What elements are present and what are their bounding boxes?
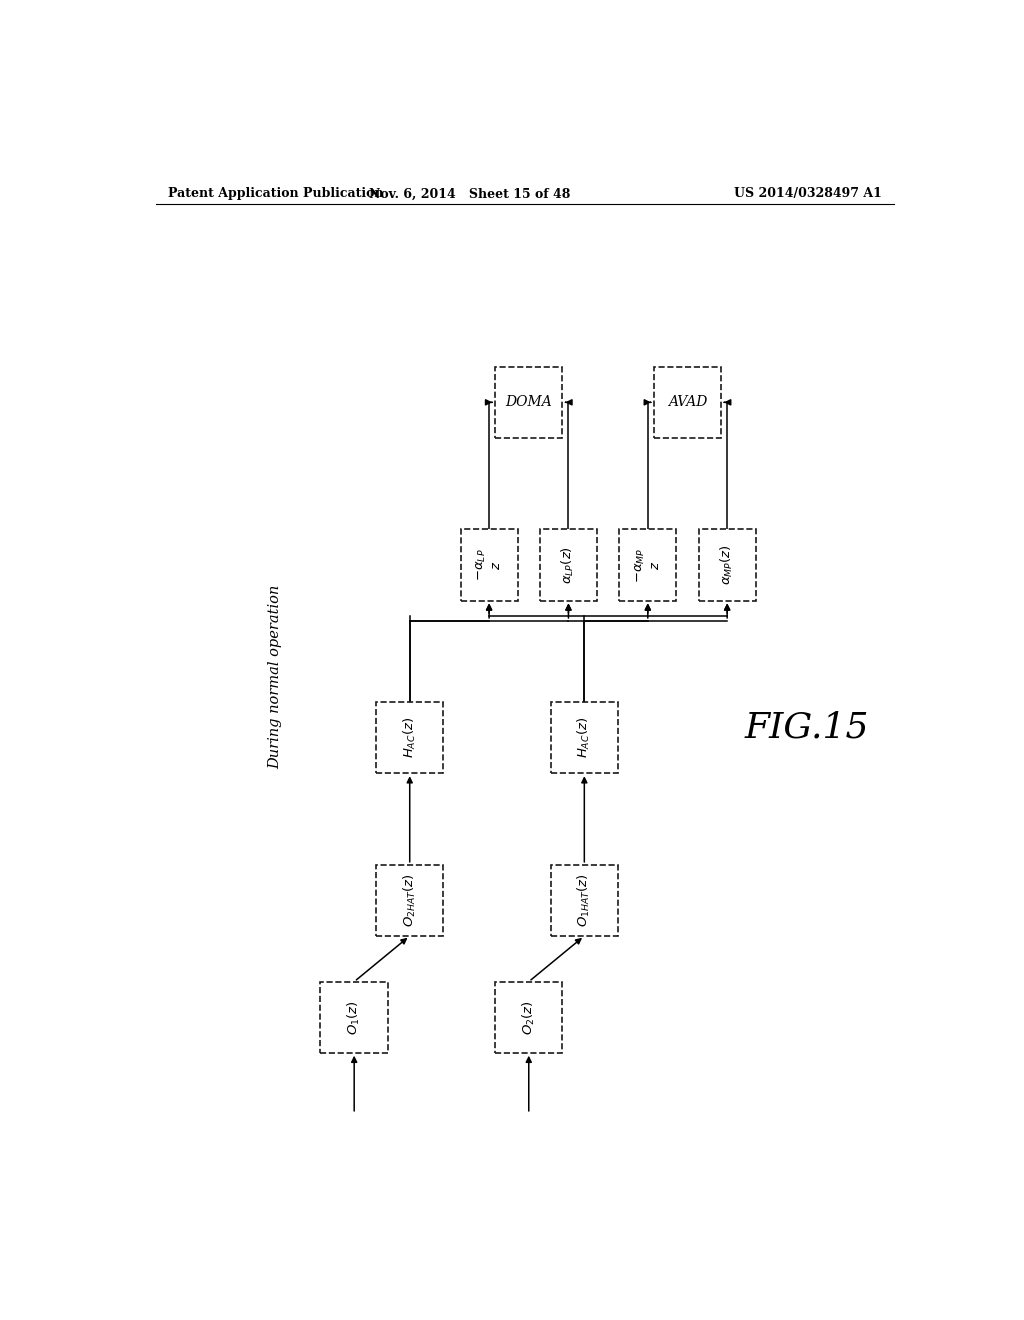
Bar — [376, 702, 443, 774]
Text: AVAD: AVAD — [668, 395, 708, 409]
Bar — [461, 529, 518, 601]
Bar — [495, 367, 562, 438]
Text: $H_{AC}(z)$: $H_{AC}(z)$ — [401, 717, 418, 759]
Text: DOMA: DOMA — [506, 395, 552, 409]
Text: During normal operation: During normal operation — [268, 585, 282, 768]
Bar — [495, 982, 562, 1053]
Text: $-\alpha_{MP}$
$z$: $-\alpha_{MP}$ $z$ — [634, 548, 662, 582]
Text: Patent Application Publication: Patent Application Publication — [168, 187, 383, 201]
Text: Nov. 6, 2014   Sheet 15 of 48: Nov. 6, 2014 Sheet 15 of 48 — [369, 187, 570, 201]
Bar — [551, 865, 618, 936]
Text: $\alpha_{MP}(z)$: $\alpha_{MP}(z)$ — [719, 545, 735, 585]
Bar — [540, 529, 597, 601]
Bar — [698, 529, 756, 601]
Text: $H_{AC}(z)$: $H_{AC}(z)$ — [577, 717, 592, 759]
Text: $\alpha_{LP}(z)$: $\alpha_{LP}(z)$ — [560, 546, 577, 583]
Bar — [653, 367, 721, 438]
Text: US 2014/0328497 A1: US 2014/0328497 A1 — [734, 187, 882, 201]
Bar — [551, 702, 618, 774]
Bar — [376, 865, 443, 936]
Bar — [321, 982, 388, 1053]
Text: $-\alpha_{LP}$
$z$: $-\alpha_{LP}$ $z$ — [475, 549, 503, 581]
Text: FIG.15: FIG.15 — [744, 710, 868, 744]
Bar — [620, 529, 677, 601]
Text: $O_{1HAT}(z)$: $O_{1HAT}(z)$ — [577, 874, 592, 927]
Text: $O_1(z)$: $O_1(z)$ — [346, 999, 362, 1035]
Text: $O_2(z)$: $O_2(z)$ — [521, 999, 537, 1035]
Text: $O_{2HAT}(z)$: $O_{2HAT}(z)$ — [401, 874, 418, 927]
